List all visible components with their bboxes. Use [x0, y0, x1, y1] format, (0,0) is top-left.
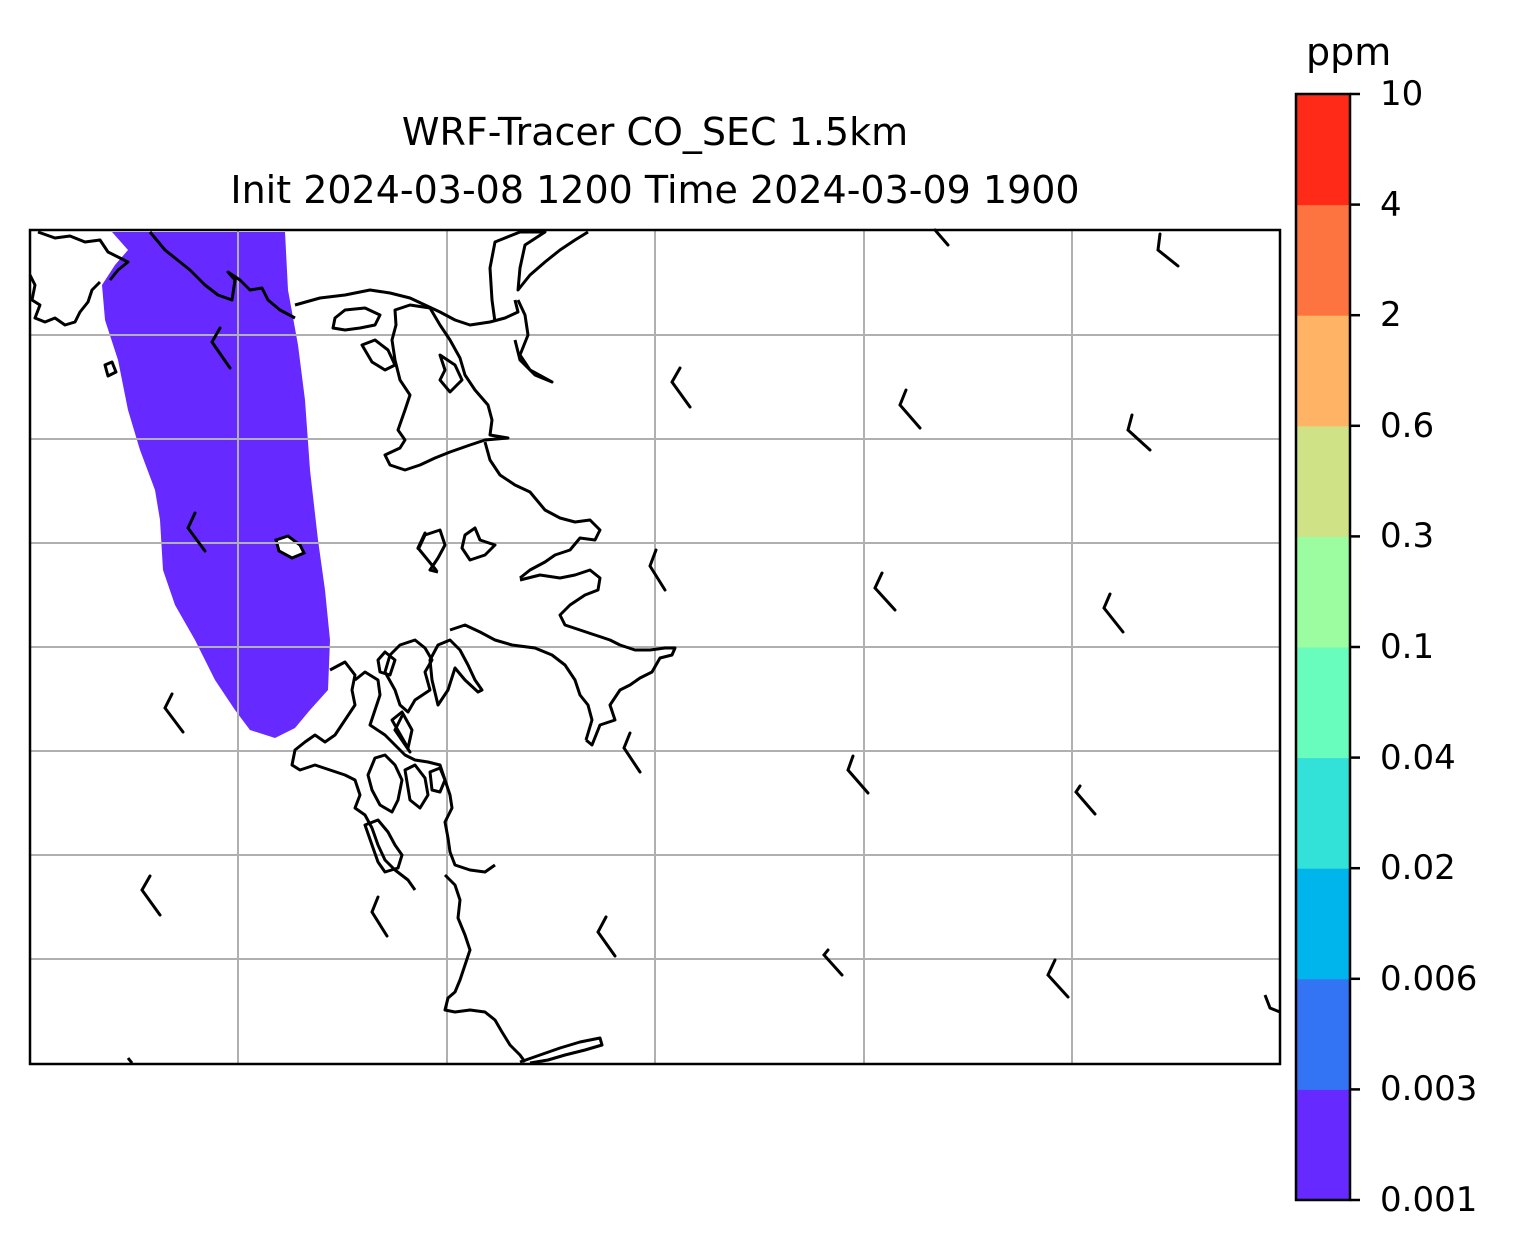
colorbar-segment: [1296, 1089, 1350, 1201]
colorbar-segment: [1296, 425, 1350, 537]
map-panel: [28, 228, 1282, 1066]
wind-barb: [186, 511, 207, 553]
colorbar-segment: [1296, 315, 1350, 427]
colorbar-tick-label: 2: [1380, 295, 1402, 336]
wind-barb: [622, 731, 642, 774]
colorbar-tick-label: 0.1: [1380, 627, 1435, 667]
colorbar-tick-label: 0.04: [1380, 737, 1456, 778]
wind-barb: [393, 714, 412, 754]
chart-title-line-1: WRF-Tracer CO_SEC 1.5km: [401, 110, 909, 154]
wind-barb: [670, 366, 692, 409]
colorbar-tick-label: 0.3: [1380, 516, 1435, 557]
wind-barb: [1102, 592, 1125, 634]
colorbar-tick-label: 0.006: [1380, 958, 1478, 999]
wind-barb: [873, 571, 897, 612]
colorbar-segment: [1296, 204, 1350, 316]
colorbar-segment: [1296, 757, 1350, 869]
colorbar-tick-label: 0.003: [1380, 1069, 1478, 1110]
map-frame: [28, 228, 1282, 1066]
colorbar-segment: [1296, 94, 1350, 206]
chart-title-line-2: Init 2024-03-08 1200 Time 2024-03-09 190…: [230, 168, 1080, 212]
colorbar-segment: [1296, 647, 1350, 759]
wind-barb: [898, 388, 922, 430]
wind-barb: [370, 895, 389, 938]
wind-barb: [933, 228, 950, 247]
wind-barb: [1156, 232, 1180, 268]
colorbar-tick-label: 0.02: [1380, 848, 1456, 889]
map-gridlines: [30, 230, 1280, 1064]
colorbar-unit-label: ppm: [1306, 30, 1392, 74]
coastlines: [28, 230, 1281, 1065]
tracer-plume: [102, 232, 330, 738]
wind-barb: [822, 948, 844, 977]
wind-barb: [140, 874, 162, 917]
wind-barbs: [140, 228, 1180, 999]
wind-barb: [1046, 958, 1070, 999]
wind-barb: [1074, 784, 1097, 816]
colorbar-tick-label: 4: [1380, 184, 1402, 225]
wind-barb: [163, 692, 185, 734]
wind-barb: [846, 754, 870, 795]
colorbar-tick-label: 10: [1380, 74, 1424, 114]
wind-barb: [416, 531, 438, 572]
wind-barb: [210, 326, 232, 370]
wind-barb: [596, 915, 617, 958]
colorbar-segment: [1296, 868, 1350, 980]
plume-island: [274, 534, 307, 560]
wind-barb: [648, 548, 667, 592]
colorbar-tick-label: 0.001: [1380, 1180, 1478, 1220]
colorbar-segment: [1296, 536, 1350, 648]
colorbar: [1294, 92, 1360, 1202]
wind-barb: [1126, 413, 1152, 452]
colorbar-segment: [1296, 978, 1350, 1090]
colorbar-tick-label: 0.6: [1380, 405, 1435, 446]
